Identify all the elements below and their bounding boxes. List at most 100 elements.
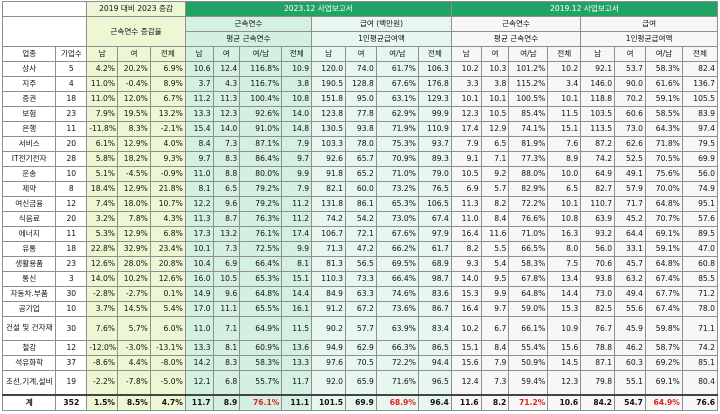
count-cell: 28 [55,151,88,167]
value-cell: 85.4% [508,106,549,122]
value-cell: 92.1 [580,61,616,77]
value-cell: 176.8 [417,76,452,92]
value-cell: 80.4 [681,370,719,395]
value-cell: 10.9 [281,61,313,77]
value-cell: 6.9 [450,181,482,197]
value-cell: 90.0 [614,76,646,92]
value-cell: 9.5 [480,271,510,287]
value-cell: 11.1 [212,301,241,317]
value-cell: 58.3% [239,355,283,371]
industry-cell: 자동차.부품 [1,286,57,302]
value-cell: 7.4% [86,196,119,212]
value-cell: 7.6% [86,316,119,341]
value-cell: 7.6 [547,136,582,152]
value-cell: 11.3 [184,211,214,227]
value-cell: 7.5 [547,256,582,272]
value-cell: 113.5 [580,121,616,137]
industry-cell: 생활용품 [1,256,57,272]
value-cell: 67.6% [375,226,419,242]
col-header: 전체 [417,46,452,62]
table-row: IT전기전자 28 5.8% 18.2% 9.3% 9.7 8.3 86.4% 9.7 92.6 6… [1,151,719,167]
col-header: 여 [614,46,646,62]
value-cell: 71.2 [681,286,719,302]
value-cell: 53.7 [614,61,646,77]
value-cell: 110.3 [311,271,347,287]
value-cell: 10.2% [117,271,151,287]
header-2023-salary-sub: 1인평균급여액 [311,31,452,47]
value-cell: 10.8 [281,91,313,107]
value-cell: 72.2% [508,196,549,212]
value-cell: 18.0% [117,196,151,212]
table-row: 에너지 11 5.3% 12.9% 6.8% 17.3 13.2 76.1% 17.4 106.7… [1,226,719,242]
value-cell: 57.7 [345,316,377,341]
value-cell: 59.8% [644,316,683,341]
value-cell: 11.0 [184,316,214,341]
value-cell: 93.7 [417,136,452,152]
count-cell: 30 [55,286,88,302]
value-cell: 62.9% [375,106,419,122]
value-cell: 79.0 [417,166,452,182]
value-cell: 10.6 [184,61,214,77]
value-cell: 55.4% [508,340,549,356]
value-cell: 17.3 [184,226,214,242]
value-cell: 8.3% [117,121,151,137]
industry-cell: 식음료 [1,211,57,227]
header-tenure-change: 근속연수 증감율 [86,16,186,47]
value-cell: 93.2 [580,226,616,242]
value-cell: 103.3 [311,136,347,152]
value-cell: -0.9% [149,166,186,182]
value-cell: 8.4 [480,211,510,227]
col-header: 남 [450,46,482,62]
value-cell: 8.9 [212,393,241,411]
value-cell: 97.9 [417,226,452,242]
value-cell: 8.0 [547,241,582,257]
value-cell: 9.3% [149,151,186,167]
table-row: 여신금융 12 7.4% 18.0% 10.7% 12.2 9.6 79.2% 11.2 131.… [1,196,719,212]
value-cell: 11.1 [281,393,313,411]
value-cell: 10.2 [450,61,482,77]
value-cell: 52.5 [614,151,646,167]
value-cell: 11.6 [450,393,482,411]
value-cell: 33.1 [614,241,646,257]
value-cell: 97.6 [311,355,347,371]
value-cell: 12.9% [117,136,151,152]
value-cell: 10.1 [450,91,482,107]
col-header: 여/남 [508,46,549,62]
value-cell: 101.5 [311,393,347,411]
value-cell: 71.7 [614,196,646,212]
value-cell: 6.8 [212,370,241,395]
value-cell: 10.5 [450,166,482,182]
value-cell: 66.3% [375,340,419,356]
value-cell: 99.9 [417,106,452,122]
table-row: 생활용품 23 12.6% 28.0% 20.8% 10.4 6.9 66.4% 8.1 81.3… [1,256,719,272]
value-cell: 71.0% [508,226,549,242]
industry-cell: 철강 [1,340,57,356]
value-cell: 10.1 [547,196,582,212]
value-cell: 20.8% [149,256,186,272]
value-cell: 8.2 [450,241,482,257]
value-cell: 55.7% [239,370,283,395]
value-cell: 94.9 [311,340,347,356]
col-header: 여/남 [644,46,683,62]
value-cell: 72.2% [375,355,419,371]
value-cell: -8.0% [149,355,186,371]
value-cell: -2.7% [117,286,151,302]
value-cell: 85.1 [681,355,719,371]
col-header: 여 [345,46,377,62]
value-cell: 71.8% [644,136,683,152]
value-cell: 5.7 [480,181,510,197]
header-2023-tenure: 근속연수 [184,16,313,32]
value-cell: 73.0 [614,121,646,137]
value-cell: 87.1 [580,355,616,371]
value-cell: 74.2 [580,151,616,167]
value-cell: 7.1 [212,316,241,341]
value-cell: 69.9 [345,393,377,411]
value-cell: 56.5 [345,256,377,272]
value-cell: 6.5 [212,181,241,197]
col-header: 전체 [149,46,186,62]
count-cell: 37 [55,355,88,371]
value-cell: 70.9% [375,151,419,167]
value-cell: 82.4 [681,61,719,77]
value-cell: 12.2 [184,196,214,212]
